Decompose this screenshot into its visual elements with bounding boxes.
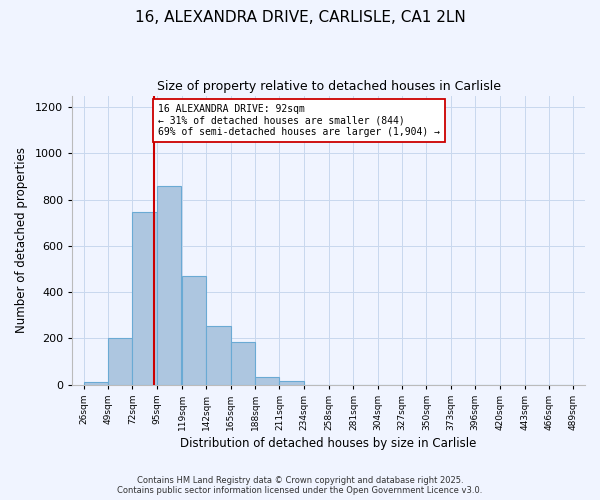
Title: Size of property relative to detached houses in Carlisle: Size of property relative to detached ho…: [157, 80, 500, 93]
Bar: [280, 381, 304, 384]
Bar: [182, 276, 206, 384]
Y-axis label: Number of detached properties: Number of detached properties: [15, 147, 28, 333]
Text: Contains HM Land Registry data © Crown copyright and database right 2025.
Contai: Contains HM Land Registry data © Crown c…: [118, 476, 482, 495]
Bar: [133, 212, 157, 384]
X-axis label: Distribution of detached houses by size in Carlisle: Distribution of detached houses by size …: [181, 437, 477, 450]
Bar: [108, 338, 133, 384]
Bar: [157, 186, 181, 384]
Text: 16, ALEXANDRA DRIVE, CARLISLE, CA1 2LN: 16, ALEXANDRA DRIVE, CARLISLE, CA1 2LN: [134, 10, 466, 25]
Bar: [255, 376, 280, 384]
Bar: [206, 326, 231, 384]
Text: 16 ALEXANDRA DRIVE: 92sqm
← 31% of detached houses are smaller (844)
69% of semi: 16 ALEXANDRA DRIVE: 92sqm ← 31% of detac…: [158, 104, 440, 137]
Bar: [231, 342, 255, 384]
Bar: [84, 382, 108, 384]
